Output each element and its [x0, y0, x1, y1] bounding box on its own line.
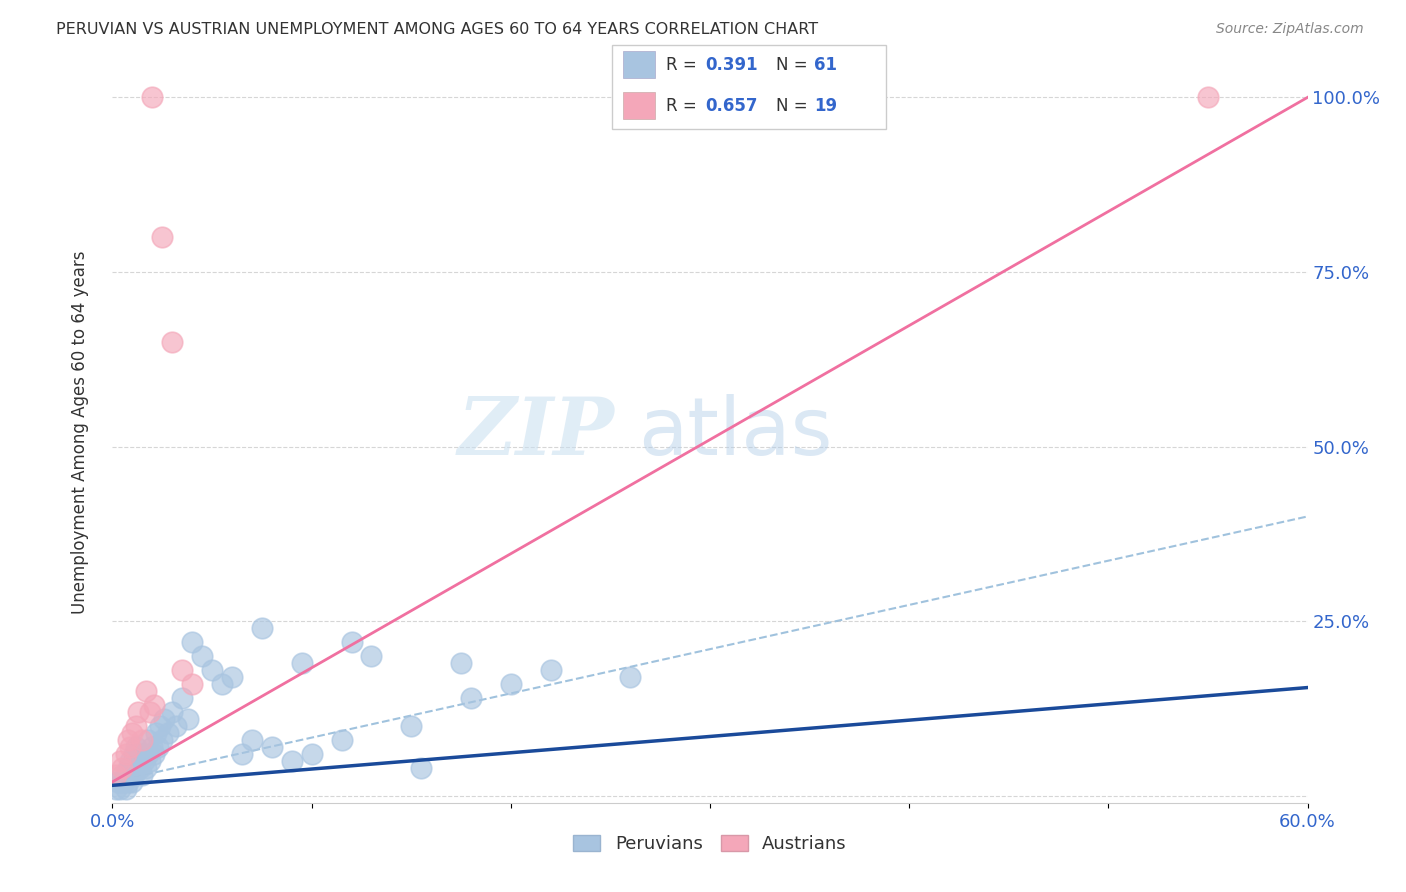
Point	[124, 768, 146, 782]
Point	[125, 719, 148, 733]
Point	[141, 90, 163, 104]
Text: N =: N =	[776, 56, 813, 74]
Point	[111, 775, 134, 789]
Point	[117, 775, 139, 789]
Point	[165, 719, 187, 733]
Text: 0.391: 0.391	[704, 56, 758, 74]
Point	[125, 739, 148, 754]
Point	[330, 733, 353, 747]
Text: 61: 61	[814, 56, 838, 74]
Point	[124, 747, 146, 761]
Point	[143, 698, 166, 712]
Point	[150, 733, 173, 747]
Point	[107, 775, 129, 789]
Point	[120, 768, 142, 782]
Text: ZIP: ZIP	[457, 394, 614, 471]
Y-axis label: Unemployment Among Ages 60 to 64 years: Unemployment Among Ages 60 to 64 years	[70, 251, 89, 615]
Point	[117, 733, 139, 747]
Legend: Peruvians, Austrians: Peruvians, Austrians	[567, 828, 853, 861]
Text: Source: ZipAtlas.com: Source: ZipAtlas.com	[1216, 22, 1364, 37]
Point	[105, 781, 128, 796]
Point	[172, 663, 194, 677]
Point	[201, 663, 224, 677]
Point	[120, 754, 142, 768]
Point	[139, 754, 162, 768]
Point	[131, 768, 153, 782]
Text: R =: R =	[666, 96, 703, 114]
Point	[115, 747, 138, 761]
Point	[131, 733, 153, 747]
Point	[150, 230, 173, 244]
Point	[340, 635, 363, 649]
Point	[281, 754, 304, 768]
Point	[172, 691, 194, 706]
Point	[181, 677, 204, 691]
Point	[125, 761, 148, 775]
Point	[135, 761, 157, 775]
Point	[145, 726, 167, 740]
Point	[111, 768, 134, 782]
Bar	[623, 52, 655, 78]
Point	[177, 712, 200, 726]
Point	[211, 677, 233, 691]
Point	[157, 726, 180, 740]
Text: N =: N =	[776, 96, 813, 114]
Point	[162, 334, 183, 349]
Point	[127, 754, 149, 768]
Point	[291, 656, 314, 670]
Point	[131, 747, 153, 761]
Point	[129, 761, 152, 775]
Point	[250, 621, 273, 635]
Text: 0.657: 0.657	[704, 96, 758, 114]
Point	[127, 705, 149, 719]
Point	[1197, 90, 1219, 104]
Point	[540, 663, 562, 677]
Point	[401, 719, 423, 733]
Point	[105, 768, 128, 782]
Point	[221, 670, 243, 684]
Point	[117, 761, 139, 775]
Point	[148, 739, 170, 754]
Point	[499, 677, 522, 691]
Point	[138, 733, 160, 747]
Point	[181, 635, 204, 649]
Point	[153, 712, 176, 726]
Point	[120, 739, 142, 754]
Text: PERUVIAN VS AUSTRIAN UNEMPLOYMENT AMONG AGES 60 TO 64 YEARS CORRELATION CHART: PERUVIAN VS AUSTRIAN UNEMPLOYMENT AMONG …	[56, 22, 818, 37]
Point	[240, 733, 263, 747]
Point	[138, 747, 160, 761]
Point	[114, 775, 135, 789]
Point	[135, 684, 157, 698]
Text: R =: R =	[666, 56, 703, 74]
Point	[231, 747, 253, 761]
Point	[149, 719, 172, 733]
Point	[141, 739, 163, 754]
Point	[162, 705, 183, 719]
Point	[450, 656, 472, 670]
Point	[301, 747, 323, 761]
Bar	[623, 92, 655, 120]
Point	[260, 739, 283, 754]
Point	[619, 670, 641, 684]
Point	[115, 781, 138, 796]
Point	[139, 705, 162, 719]
Point	[191, 649, 214, 664]
Point	[121, 726, 143, 740]
Point	[360, 649, 382, 664]
Text: 19: 19	[814, 96, 838, 114]
Point	[134, 754, 156, 768]
Point	[411, 761, 433, 775]
Point	[143, 747, 166, 761]
Point	[115, 768, 138, 782]
Point	[121, 775, 143, 789]
Text: atlas: atlas	[638, 393, 832, 472]
Point	[110, 781, 132, 796]
Point	[121, 761, 143, 775]
Point	[111, 761, 134, 775]
Point	[110, 754, 132, 768]
Point	[460, 691, 482, 706]
